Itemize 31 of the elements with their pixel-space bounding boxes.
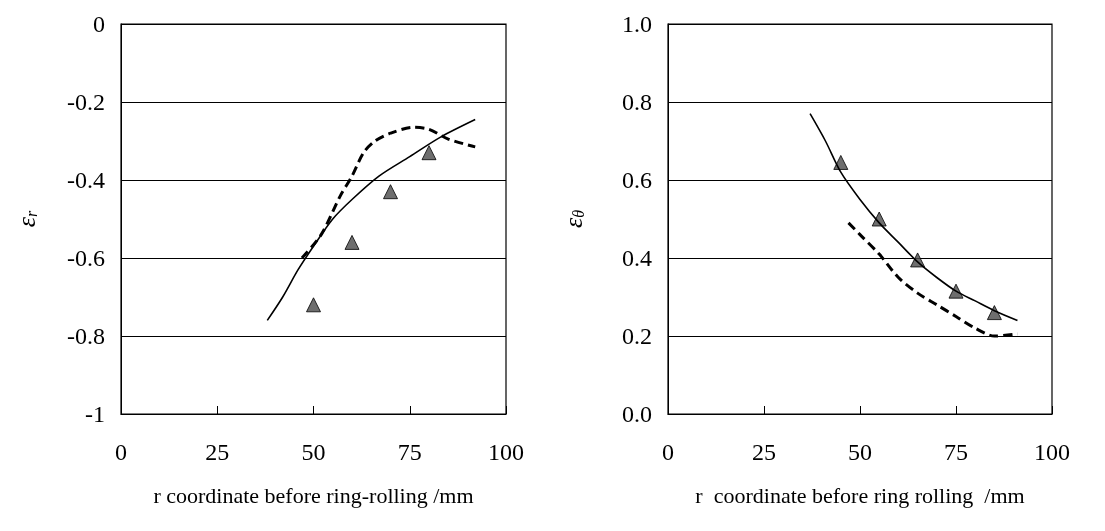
x-tick-label: 25 <box>205 439 230 465</box>
y-tick-label: 0.4 <box>622 245 652 271</box>
y-tick-label: 0.6 <box>622 167 652 193</box>
point <box>986 305 1002 321</box>
x-axis-title: r coordinate before ring rolling /mm <box>695 482 1025 508</box>
x-tick-label: 0 <box>115 439 127 465</box>
x-tick-label: 75 <box>944 439 968 465</box>
y-tick-label: -0.8 <box>67 323 105 349</box>
x-axis-title: r coordinate before ring-rolling /mm <box>153 482 474 508</box>
point <box>383 184 398 200</box>
point <box>344 234 360 250</box>
y-tick-label: 0.0 <box>622 401 652 427</box>
y-tick-label: -0.2 <box>67 89 105 115</box>
x-tick-label: 0 <box>662 439 674 465</box>
x-tick-label: 25 <box>752 439 776 465</box>
y-tick-label: -0.6 <box>67 245 105 271</box>
point <box>421 145 437 161</box>
y-axis-title: εθ <box>558 209 588 229</box>
y-axis-title: εr <box>11 209 41 228</box>
x-tick-label: 75 <box>397 439 422 465</box>
y-tick-label: 0.2 <box>622 323 652 349</box>
y-tick-label: 1.0 <box>622 11 652 37</box>
point <box>306 297 321 313</box>
y-tick-label: -1 <box>85 401 105 427</box>
x-tick-label: 50 <box>848 439 872 465</box>
y-tick-label: 0.8 <box>622 89 652 115</box>
x-tick-label: 100 <box>1034 439 1070 465</box>
y-tick-label: 0 <box>93 11 105 37</box>
x-tick-label: 100 <box>488 439 524 465</box>
x-tick-label: 50 <box>301 439 326 465</box>
y-tick-label: -0.4 <box>67 167 105 193</box>
